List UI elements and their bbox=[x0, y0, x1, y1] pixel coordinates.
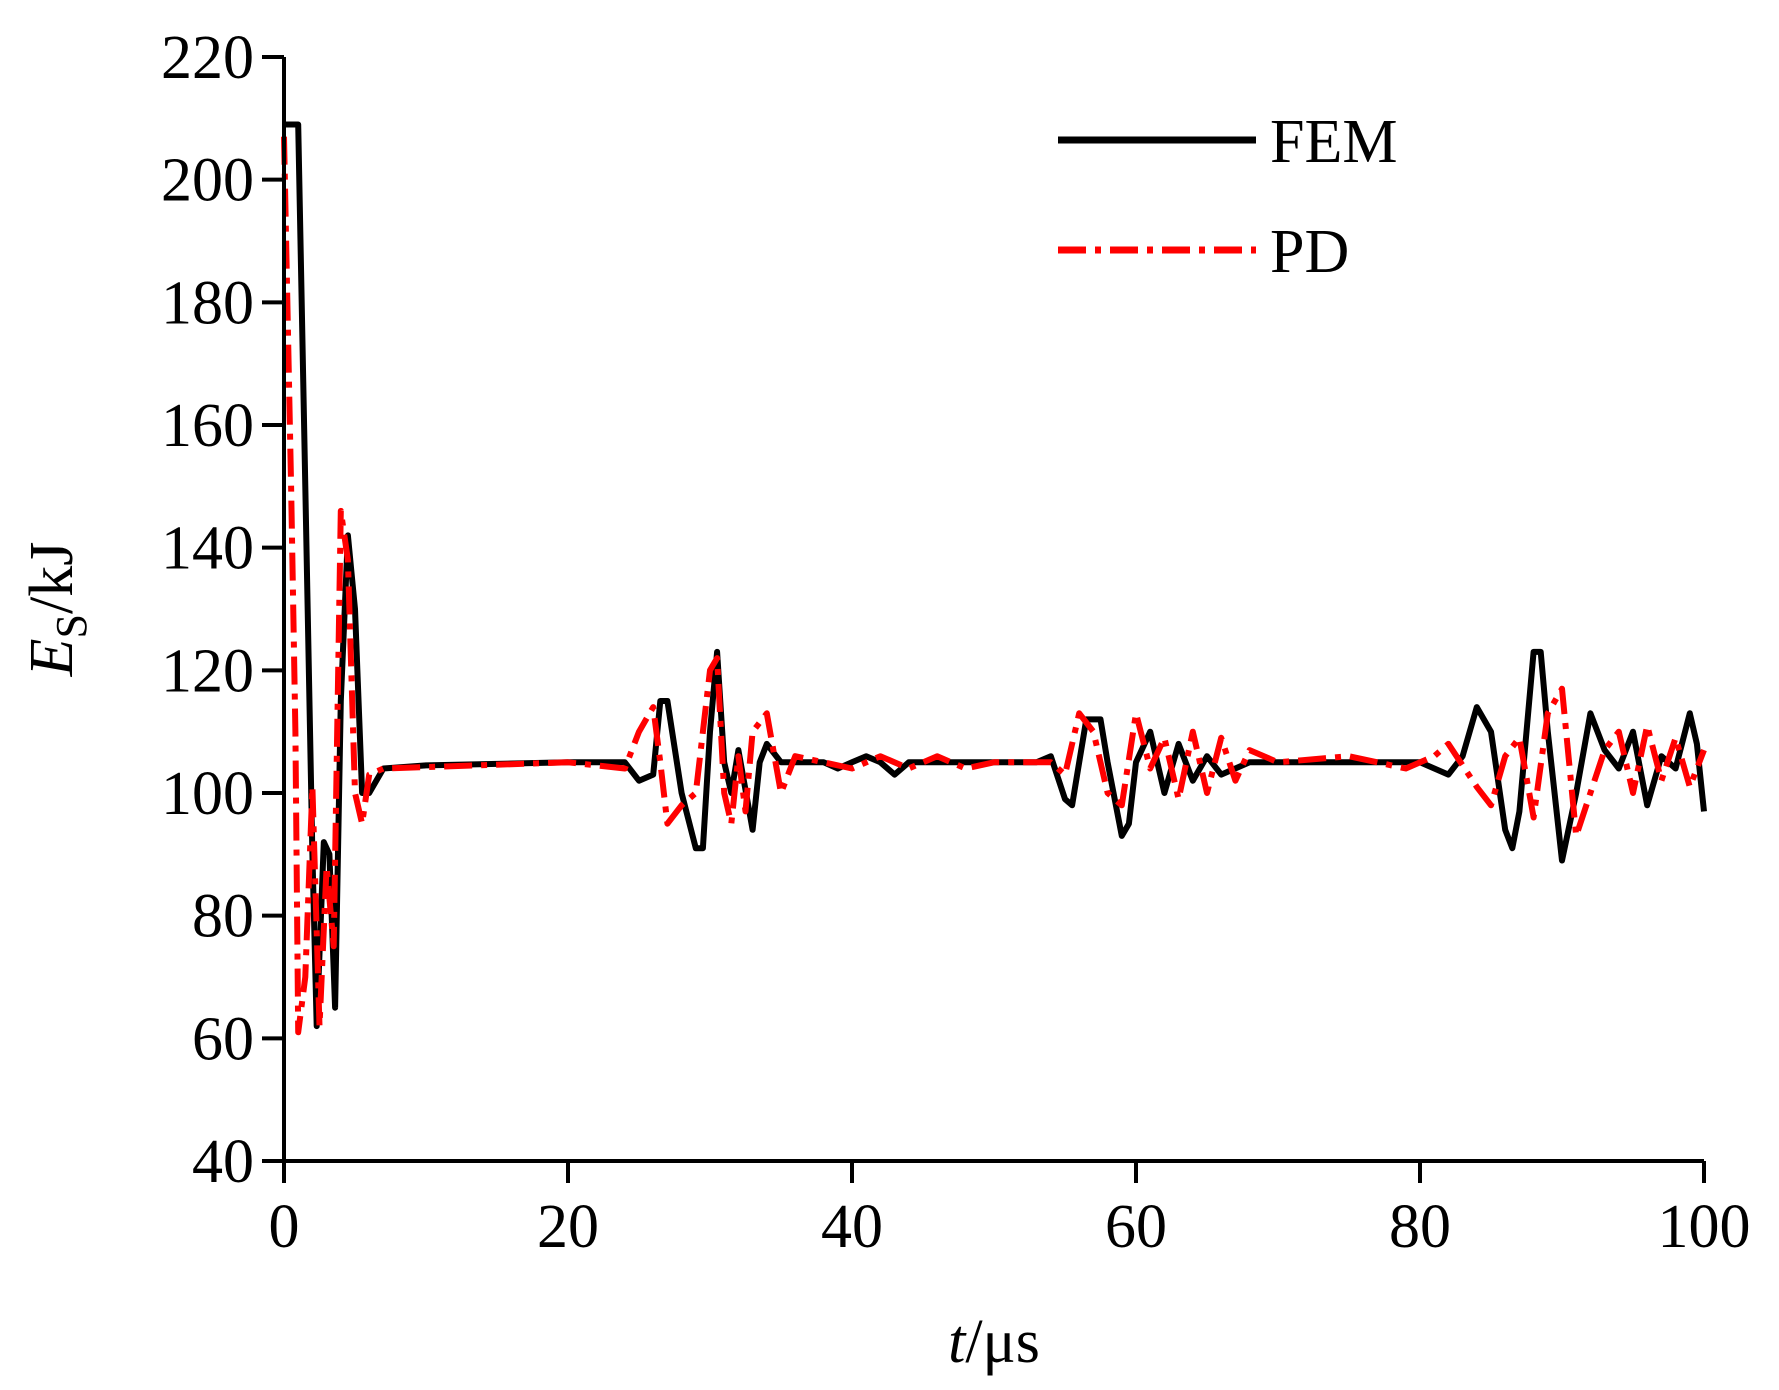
x-tick-label: 60 bbox=[1105, 1193, 1167, 1261]
y-tick-label: 140 bbox=[161, 515, 254, 583]
y-label-var: E bbox=[18, 638, 86, 677]
y-axis-label: ES/kJ bbox=[18, 542, 96, 678]
y-tick-label: 40 bbox=[192, 1128, 254, 1196]
x-label-unit: /μs bbox=[965, 1308, 1040, 1376]
x-tick-label: 80 bbox=[1389, 1193, 1451, 1261]
x-axis-label: t/μs bbox=[948, 1308, 1040, 1376]
y-label-sub: S bbox=[47, 614, 96, 638]
x-tick-label: 0 bbox=[269, 1193, 300, 1261]
y-tick-label: 160 bbox=[161, 392, 254, 460]
x-label-var: t bbox=[948, 1308, 967, 1376]
y-tick-label: 200 bbox=[161, 147, 254, 215]
y-tick-label: 180 bbox=[161, 269, 254, 337]
legend-label: PD bbox=[1270, 218, 1349, 286]
y-tick-label: 60 bbox=[192, 1005, 254, 1073]
legend-label: FEM bbox=[1270, 108, 1397, 176]
y-tick-label: 220 bbox=[161, 24, 254, 92]
y-label-unit: /kJ bbox=[18, 542, 86, 614]
y-tick-label: 120 bbox=[161, 637, 254, 705]
x-tick-label: 100 bbox=[1658, 1193, 1751, 1261]
series-line bbox=[284, 121, 1707, 1030]
y-tick-label: 80 bbox=[192, 883, 254, 951]
x-tick-label: 40 bbox=[821, 1193, 883, 1261]
series-line bbox=[281, 136, 1707, 1036]
x-tick-label: 20 bbox=[537, 1193, 599, 1261]
y-tick-label: 100 bbox=[161, 760, 254, 828]
